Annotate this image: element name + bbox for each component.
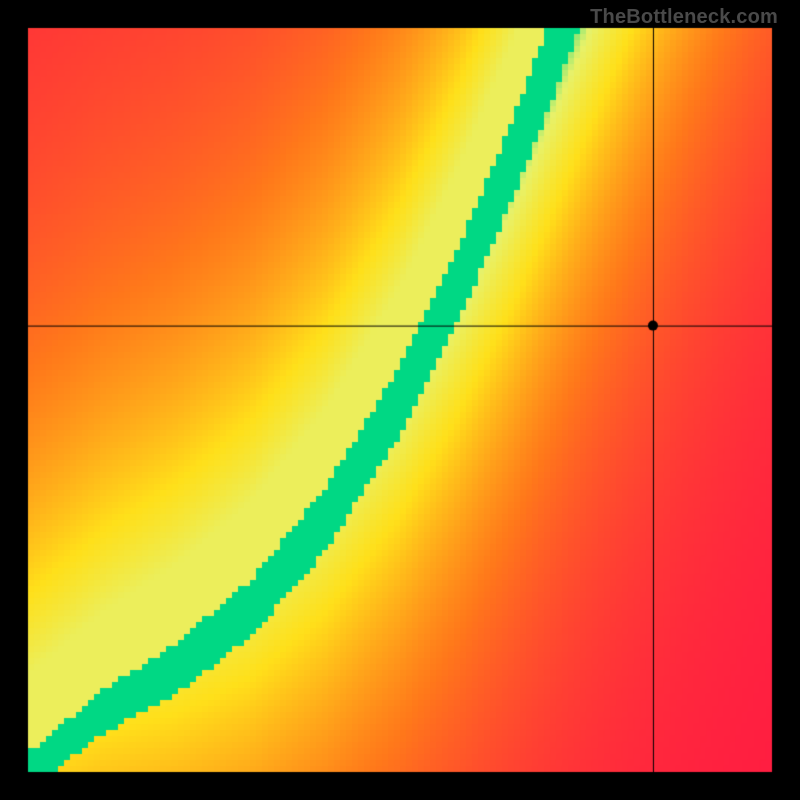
watermark-text: TheBottleneck.com [590, 6, 778, 29]
chart-container: TheBottleneck.com [0, 0, 800, 800]
bottleneck-heatmap [0, 0, 800, 800]
